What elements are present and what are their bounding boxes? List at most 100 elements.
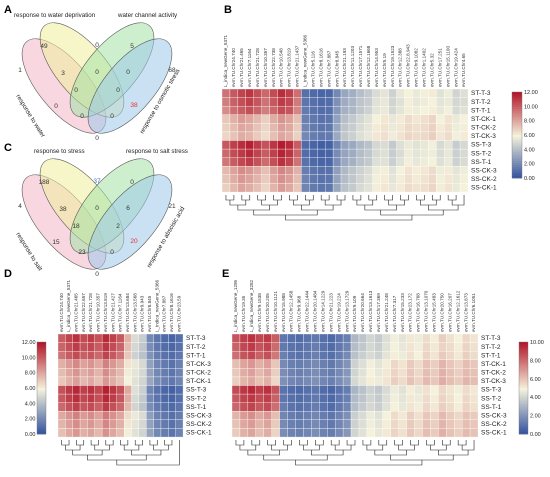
heatmap-b-cell [459,157,469,167]
heatmap-e-cell [422,368,431,378]
panel-label-e: E [222,268,229,280]
heatmap-e-cell [263,342,272,352]
heatmap-e-cell [374,359,383,369]
heatmap-d-colorbar-segment [37,399,46,403]
heatmap-d-cell [116,359,125,369]
venn-c-set-4 [87,174,173,270]
heatmap-e-cell [446,385,455,395]
heatmap-b-cell [396,97,405,107]
heatmap-d-cell [168,419,176,429]
heatmap-b-cell [293,140,302,150]
heatmap-b-cell [459,140,469,150]
heatmap-b-cell [364,140,373,150]
heatmap-b-cell [324,123,334,133]
heatmap-b-cell [444,148,453,158]
heatmap-e-cell [382,411,391,421]
heatmap-e-cell [430,428,439,438]
heatmap-b-colorbar-segment [512,102,522,106]
heatmap-d-cell [175,359,184,369]
heatmap-e-cell [446,376,455,386]
heatmap-e-cell [255,428,264,438]
heatmap-e-colorbar-tick: 10.00 [530,340,544,346]
heatmap-e-cell [438,342,447,352]
heatmap-d-cell [94,385,103,395]
heatmap-d-colorbar-segment [37,411,46,414]
heatmap-e-cell [263,350,272,360]
heatmap-e-cell [366,411,376,421]
heatmap-e-cell [398,376,407,386]
heatmap-b-col-label: L_indica_newGene_5366 [303,34,308,87]
heatmap-d-colorbar-segment [37,394,46,398]
heatmap-e-cell [406,342,415,352]
heatmap-b-cell [221,174,231,184]
heatmap-d-cell [146,385,154,395]
heatmap-e-cell [327,402,336,412]
heatmap-e-col-label: evm.TU.Chr16.768 [416,293,421,332]
heatmap-b-cell [404,88,413,98]
heatmap-b-col-label: evm.TU.Chr21.728 [255,48,260,87]
heatmap-d-cell [160,342,169,352]
heatmap-e-cell [239,333,249,343]
heatmap-b-cell [444,140,453,150]
heatmap-e-cell [287,402,296,412]
heatmap-b-cell [356,174,366,184]
heatmap-b-cell [348,114,358,124]
heatmap-d-cell [101,411,110,421]
heatmap-e-colorbar-segment [519,346,528,350]
heatmap-b-cell [404,114,413,124]
heatmap-b-cell [396,183,405,193]
heatmap-b-cell [301,123,310,133]
heatmap-b-dendrogram-branch [451,200,465,206]
heatmap-d-cell [65,428,73,438]
heatmap-e-cell [263,411,272,421]
heatmap-e-cell [382,393,391,403]
heatmap-e-cell [422,350,431,360]
heatmap-e-dendrogram-branch [235,440,245,446]
heatmap-d-row-label: ST-CK-2 [186,370,211,377]
heatmap-d-dendrogram-branch [72,450,103,456]
heatmap-e-cell [334,376,344,386]
heatmap-d-cell [146,333,154,343]
heatmap-b-cell [451,88,461,98]
heatmap-e-cell [382,342,391,352]
heatmap-d-cell [87,368,95,378]
heatmap-b-cell [301,183,310,193]
heatmap-d-colorbar-segment [37,424,46,428]
heatmap-b-cell [261,114,270,124]
heatmap-b-cell [396,114,405,124]
heatmap-b-cell [221,88,231,98]
panel-label-b: B [224,4,232,16]
heatmap-b-cell [293,123,302,133]
heatmap-e-cell [438,428,447,438]
heatmap-b-cell [364,157,373,167]
heatmap-d-cell [175,376,184,386]
heatmap-d-row-label: ST-CK-1 [186,378,211,385]
heatmap-e-cell [342,428,352,438]
heatmap-b-col-label: evm.TU.Chr5.19 [382,53,387,87]
heatmap-e-dendrogram-branch [251,440,261,446]
heatmap-d-cell [116,385,125,395]
heatmap-b-colorbar-segment [512,130,522,134]
heatmap-e-cell [438,350,447,360]
heatmap-e-colorbar-segment [519,353,528,357]
heatmap-b-cell [301,148,310,158]
heatmap-b-col-label: L_indica_newGene_5371 [223,34,228,87]
heatmap-b-colorbar-tick: 0.00 [524,176,535,182]
heatmap-e-colorbar-segment [519,417,528,421]
heatmap-e-cell [398,393,407,403]
heatmap-b-cell [388,131,397,141]
heatmap-e-cell [271,428,280,438]
heatmap-e-cell [461,368,471,378]
heatmap-d-cell [175,428,184,438]
heatmap-e-col-label: evm.TU.Chr10.1121 [273,291,278,332]
heatmap-d-cell [116,350,125,360]
heatmap-b-cell [404,166,413,176]
heatmap-d-cell [138,419,147,429]
heatmap-d-cell [101,393,110,403]
heatmap-d-cell [87,342,95,352]
heatmap-d-cell [116,402,125,412]
heatmap-b-cell [237,105,247,115]
heatmap-e-cell [231,393,241,403]
heatmap-b-cell [253,174,262,184]
heatmap-d-cell [146,376,154,386]
